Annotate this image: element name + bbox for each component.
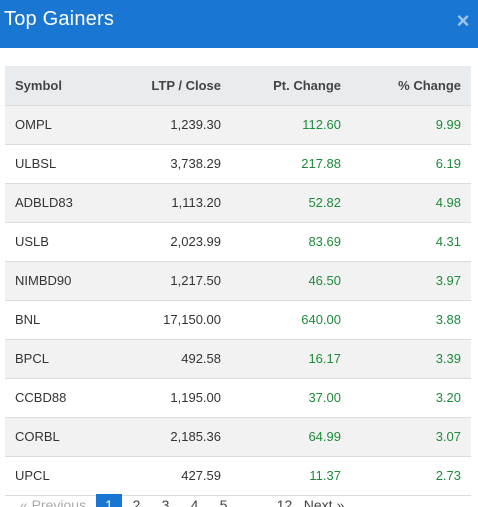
next-page-link[interactable]: Next »: [303, 497, 345, 507]
ltp-cell: 1,217.50: [123, 261, 231, 301]
symbol-cell[interactable]: ULBSL: [5, 144, 123, 184]
ltp-cell: 1,195.00: [123, 378, 231, 418]
symbol-cell[interactable]: BNL: [5, 300, 123, 340]
page-link-2[interactable]: 2: [132, 497, 141, 507]
symbol-cell[interactable]: ADBLD83: [5, 183, 123, 223]
symbol-cell[interactable]: CCBD88: [5, 378, 123, 418]
ltp-cell: 2,185.36: [123, 417, 231, 457]
column-header-symbol[interactable]: Symbol: [5, 66, 123, 106]
ltp-cell: 2,023.99: [123, 222, 231, 262]
ltp-cell: 1,239.30: [123, 105, 231, 145]
pt-change-cell: 640.00: [231, 300, 351, 340]
close-icon[interactable]: ×: [456, 8, 470, 33]
table-row[interactable]: OMPL 1,239.30 112.60 9.99: [5, 105, 471, 145]
page-gap: [238, 494, 270, 507]
pct-change-cell: 3.88: [351, 300, 471, 340]
symbol-cell[interactable]: UPCL: [5, 456, 123, 496]
pt-change-cell: 83.69: [231, 222, 351, 262]
table-header-row: Symbol LTP / Close Pt. Change % Change: [5, 66, 471, 106]
column-header-ltp[interactable]: LTP / Close: [123, 66, 231, 106]
page-link-3[interactable]: 3: [161, 497, 170, 507]
table-row[interactable]: NIMBD90 1,217.50 46.50 3.97: [5, 261, 471, 301]
table-row[interactable]: UPCL 427.59 11.37 2.73: [5, 456, 471, 496]
pct-change-cell: 3.07: [351, 417, 471, 457]
table-row[interactable]: CORBL 2,185.36 64.99 3.07: [5, 417, 471, 457]
table-row[interactable]: CCBD88 1,195.00 37.00 3.20: [5, 378, 471, 418]
page-link-5[interactable]: 5: [219, 497, 228, 507]
pct-change-cell: 4.31: [351, 222, 471, 262]
pt-change-cell: 46.50: [231, 261, 351, 301]
pct-change-cell: 3.39: [351, 339, 471, 379]
pct-change-cell: 3.20: [351, 378, 471, 418]
symbol-cell[interactable]: CORBL: [5, 417, 123, 457]
previous-page-link[interactable]: « Previous: [19, 497, 87, 507]
gainers-table-container: Symbol LTP / Close Pt. Change % Change O…: [5, 66, 471, 496]
page-link-1[interactable]: 1: [96, 494, 122, 507]
ltp-cell: 1,113.20: [123, 183, 231, 223]
pct-change-cell: 3.97: [351, 261, 471, 301]
table-row[interactable]: BPCL 492.58 16.17 3.39: [5, 339, 471, 379]
table-row[interactable]: BNL 17,150.00 640.00 3.88: [5, 300, 471, 340]
symbol-cell[interactable]: NIMBD90: [5, 261, 123, 301]
pct-change-cell: 6.19: [351, 144, 471, 184]
pct-change-cell: 4.98: [351, 183, 471, 223]
column-header-pct-change[interactable]: % Change: [351, 66, 471, 106]
pagination: « Previous 1 2 3 4 5 12 Next »: [10, 494, 349, 507]
table-row[interactable]: ULBSL 3,738.29 217.88 6.19: [5, 144, 471, 184]
ltp-cell: 17,150.00: [123, 300, 231, 340]
symbol-cell[interactable]: OMPL: [5, 105, 123, 145]
gainers-table: Symbol LTP / Close Pt. Change % Change O…: [5, 66, 471, 496]
column-header-pt-change[interactable]: Pt. Change: [231, 66, 351, 106]
ltp-cell: 492.58: [123, 339, 231, 379]
pt-change-cell: 217.88: [231, 144, 351, 184]
pct-change-cell: 9.99: [351, 105, 471, 145]
pt-change-cell: 16.17: [231, 339, 351, 379]
pt-change-cell: 112.60: [231, 105, 351, 145]
table-row[interactable]: ADBLD83 1,113.20 52.82 4.98: [5, 183, 471, 223]
modal-title: Top Gainers: [4, 8, 115, 30]
pt-change-cell: 37.00: [231, 378, 351, 418]
pt-change-cell: 64.99: [231, 417, 351, 457]
pct-change-cell: 2.73: [351, 456, 471, 496]
ltp-cell: 3,738.29: [123, 144, 231, 184]
page-link-last[interactable]: 12: [276, 497, 293, 507]
page-link-4[interactable]: 4: [190, 497, 199, 507]
modal-header: Top Gainers ×: [0, 0, 478, 48]
pt-change-cell: 52.82: [231, 183, 351, 223]
symbol-cell[interactable]: USLB: [5, 222, 123, 262]
table-row[interactable]: USLB 2,023.99 83.69 4.31: [5, 222, 471, 262]
ltp-cell: 427.59: [123, 456, 231, 496]
pt-change-cell: 11.37: [231, 456, 351, 496]
symbol-cell[interactable]: BPCL: [5, 339, 123, 379]
